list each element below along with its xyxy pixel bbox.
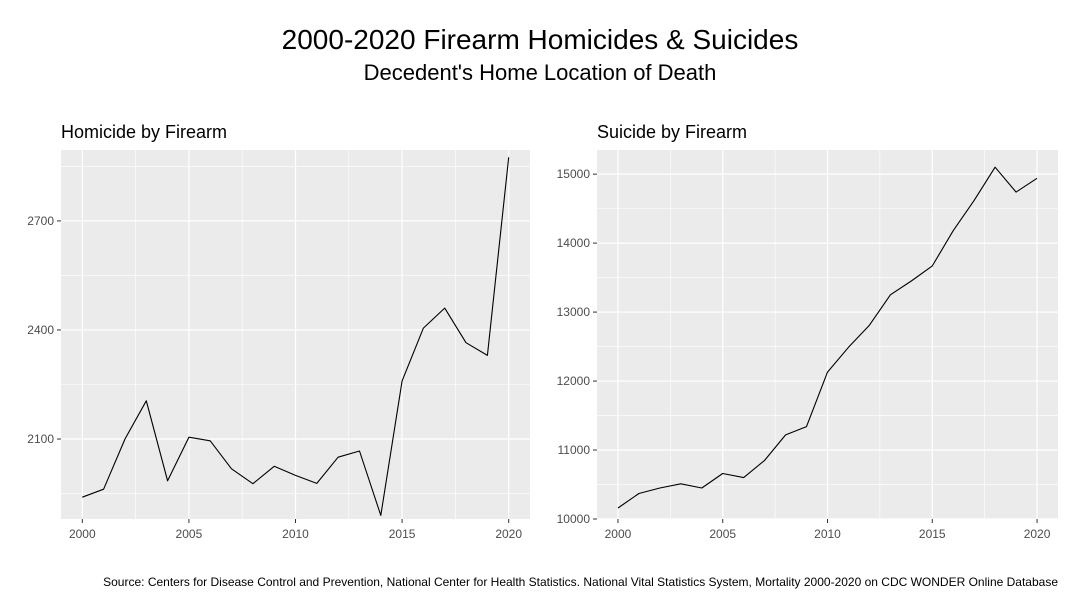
panel-homicide: Homicide by Firearm 2000 2005 2010 2015 2020 2…	[27, 122, 530, 541]
x-tick-label: 2015	[389, 527, 416, 541]
panel-suicide: Suicide by Firearm 2000 2005 2010 2015 2020 10…	[557, 122, 1058, 541]
y-tick-label: 11000	[558, 443, 591, 457]
x-tick-label: 2005	[709, 527, 736, 541]
x-tick-label: 2015	[919, 527, 946, 541]
y-tick-label: 2100	[27, 432, 54, 446]
y-tick-label: 2400	[27, 323, 54, 337]
y-tick-label: 13000	[557, 305, 591, 319]
x-tick-label: 2020	[1024, 527, 1051, 541]
x-tick-label: 2000	[605, 527, 632, 541]
source-caption: Source: Centers for Disease Control and …	[103, 575, 1058, 589]
x-tick-label: 2000	[69, 527, 96, 541]
figure-subtitle: Decedent's Home Location of Death	[363, 60, 717, 85]
y-tick-label: 12000	[557, 374, 591, 388]
x-tick-label: 2010	[814, 527, 841, 541]
y-tick-label: 2700	[27, 214, 54, 228]
x-tick-label: 2005	[176, 527, 203, 541]
panel-title: Homicide by Firearm	[61, 122, 227, 142]
y-tick-label: 14000	[557, 236, 591, 250]
y-tick-label: 15000	[557, 167, 591, 181]
y-tick-label: 10000	[557, 512, 591, 526]
x-tick-label: 2020	[495, 527, 522, 541]
x-tick-label: 2010	[282, 527, 309, 541]
figure-title: 2000-2020 Firearm Homicides & Suicides	[281, 24, 799, 55]
panel-title: Suicide by Firearm	[597, 122, 747, 142]
